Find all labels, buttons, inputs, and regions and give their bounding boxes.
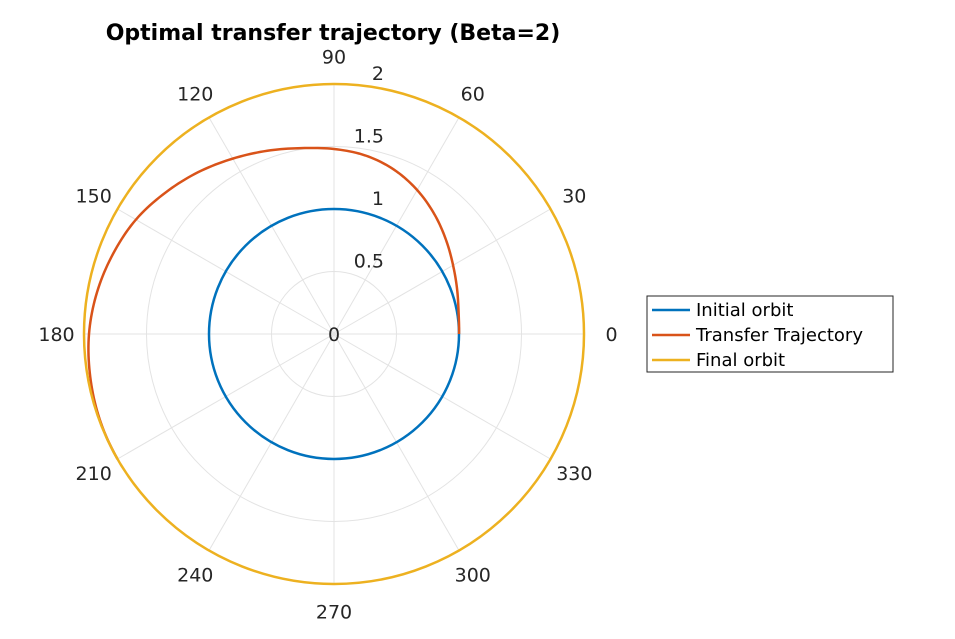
theta-tick-label-7: 210 bbox=[76, 463, 112, 485]
series-line-1 bbox=[87, 146, 461, 460]
r-tick-label-4: 2 bbox=[372, 63, 384, 85]
theta-tick-label-10: 300 bbox=[455, 564, 491, 586]
legend-label-1: Transfer Trajectory bbox=[695, 325, 863, 346]
legend: Initial orbit Transfer Trajectory Final or… bbox=[646, 295, 894, 373]
chart-title: Optimal transfer trajectory (Beta=2) bbox=[106, 21, 561, 46]
theta-tick-label-11: 330 bbox=[556, 463, 592, 485]
theta-tick-label-5: 150 bbox=[76, 185, 112, 207]
radial-tick-labels: 0 0.5 1 1.5 2 bbox=[328, 63, 384, 346]
theta-tick-label-6: 180 bbox=[38, 324, 74, 346]
legend-label-0: Initial orbit bbox=[696, 300, 793, 321]
theta-tick-label-9: 270 bbox=[316, 602, 352, 624]
r-tick-label-1: 0.5 bbox=[354, 251, 384, 273]
legend-label-2: Final orbit bbox=[696, 350, 785, 371]
theta-tick-label-2: 60 bbox=[461, 84, 485, 106]
series-line-2 bbox=[82, 82, 586, 586]
r-tick-label-2: 1 bbox=[372, 188, 384, 210]
theta-tick-label-4: 120 bbox=[177, 84, 213, 106]
theta-tick-label-0: 0 bbox=[605, 324, 617, 346]
theta-tick-label-3: 90 bbox=[322, 47, 346, 69]
r-tick-label-0: 0 bbox=[328, 324, 340, 346]
r-tick-label-3: 1.5 bbox=[354, 126, 384, 148]
theta-tick-label-1: 30 bbox=[562, 185, 586, 207]
series-layer bbox=[82, 82, 586, 586]
theta-tick-label-8: 240 bbox=[177, 564, 213, 586]
